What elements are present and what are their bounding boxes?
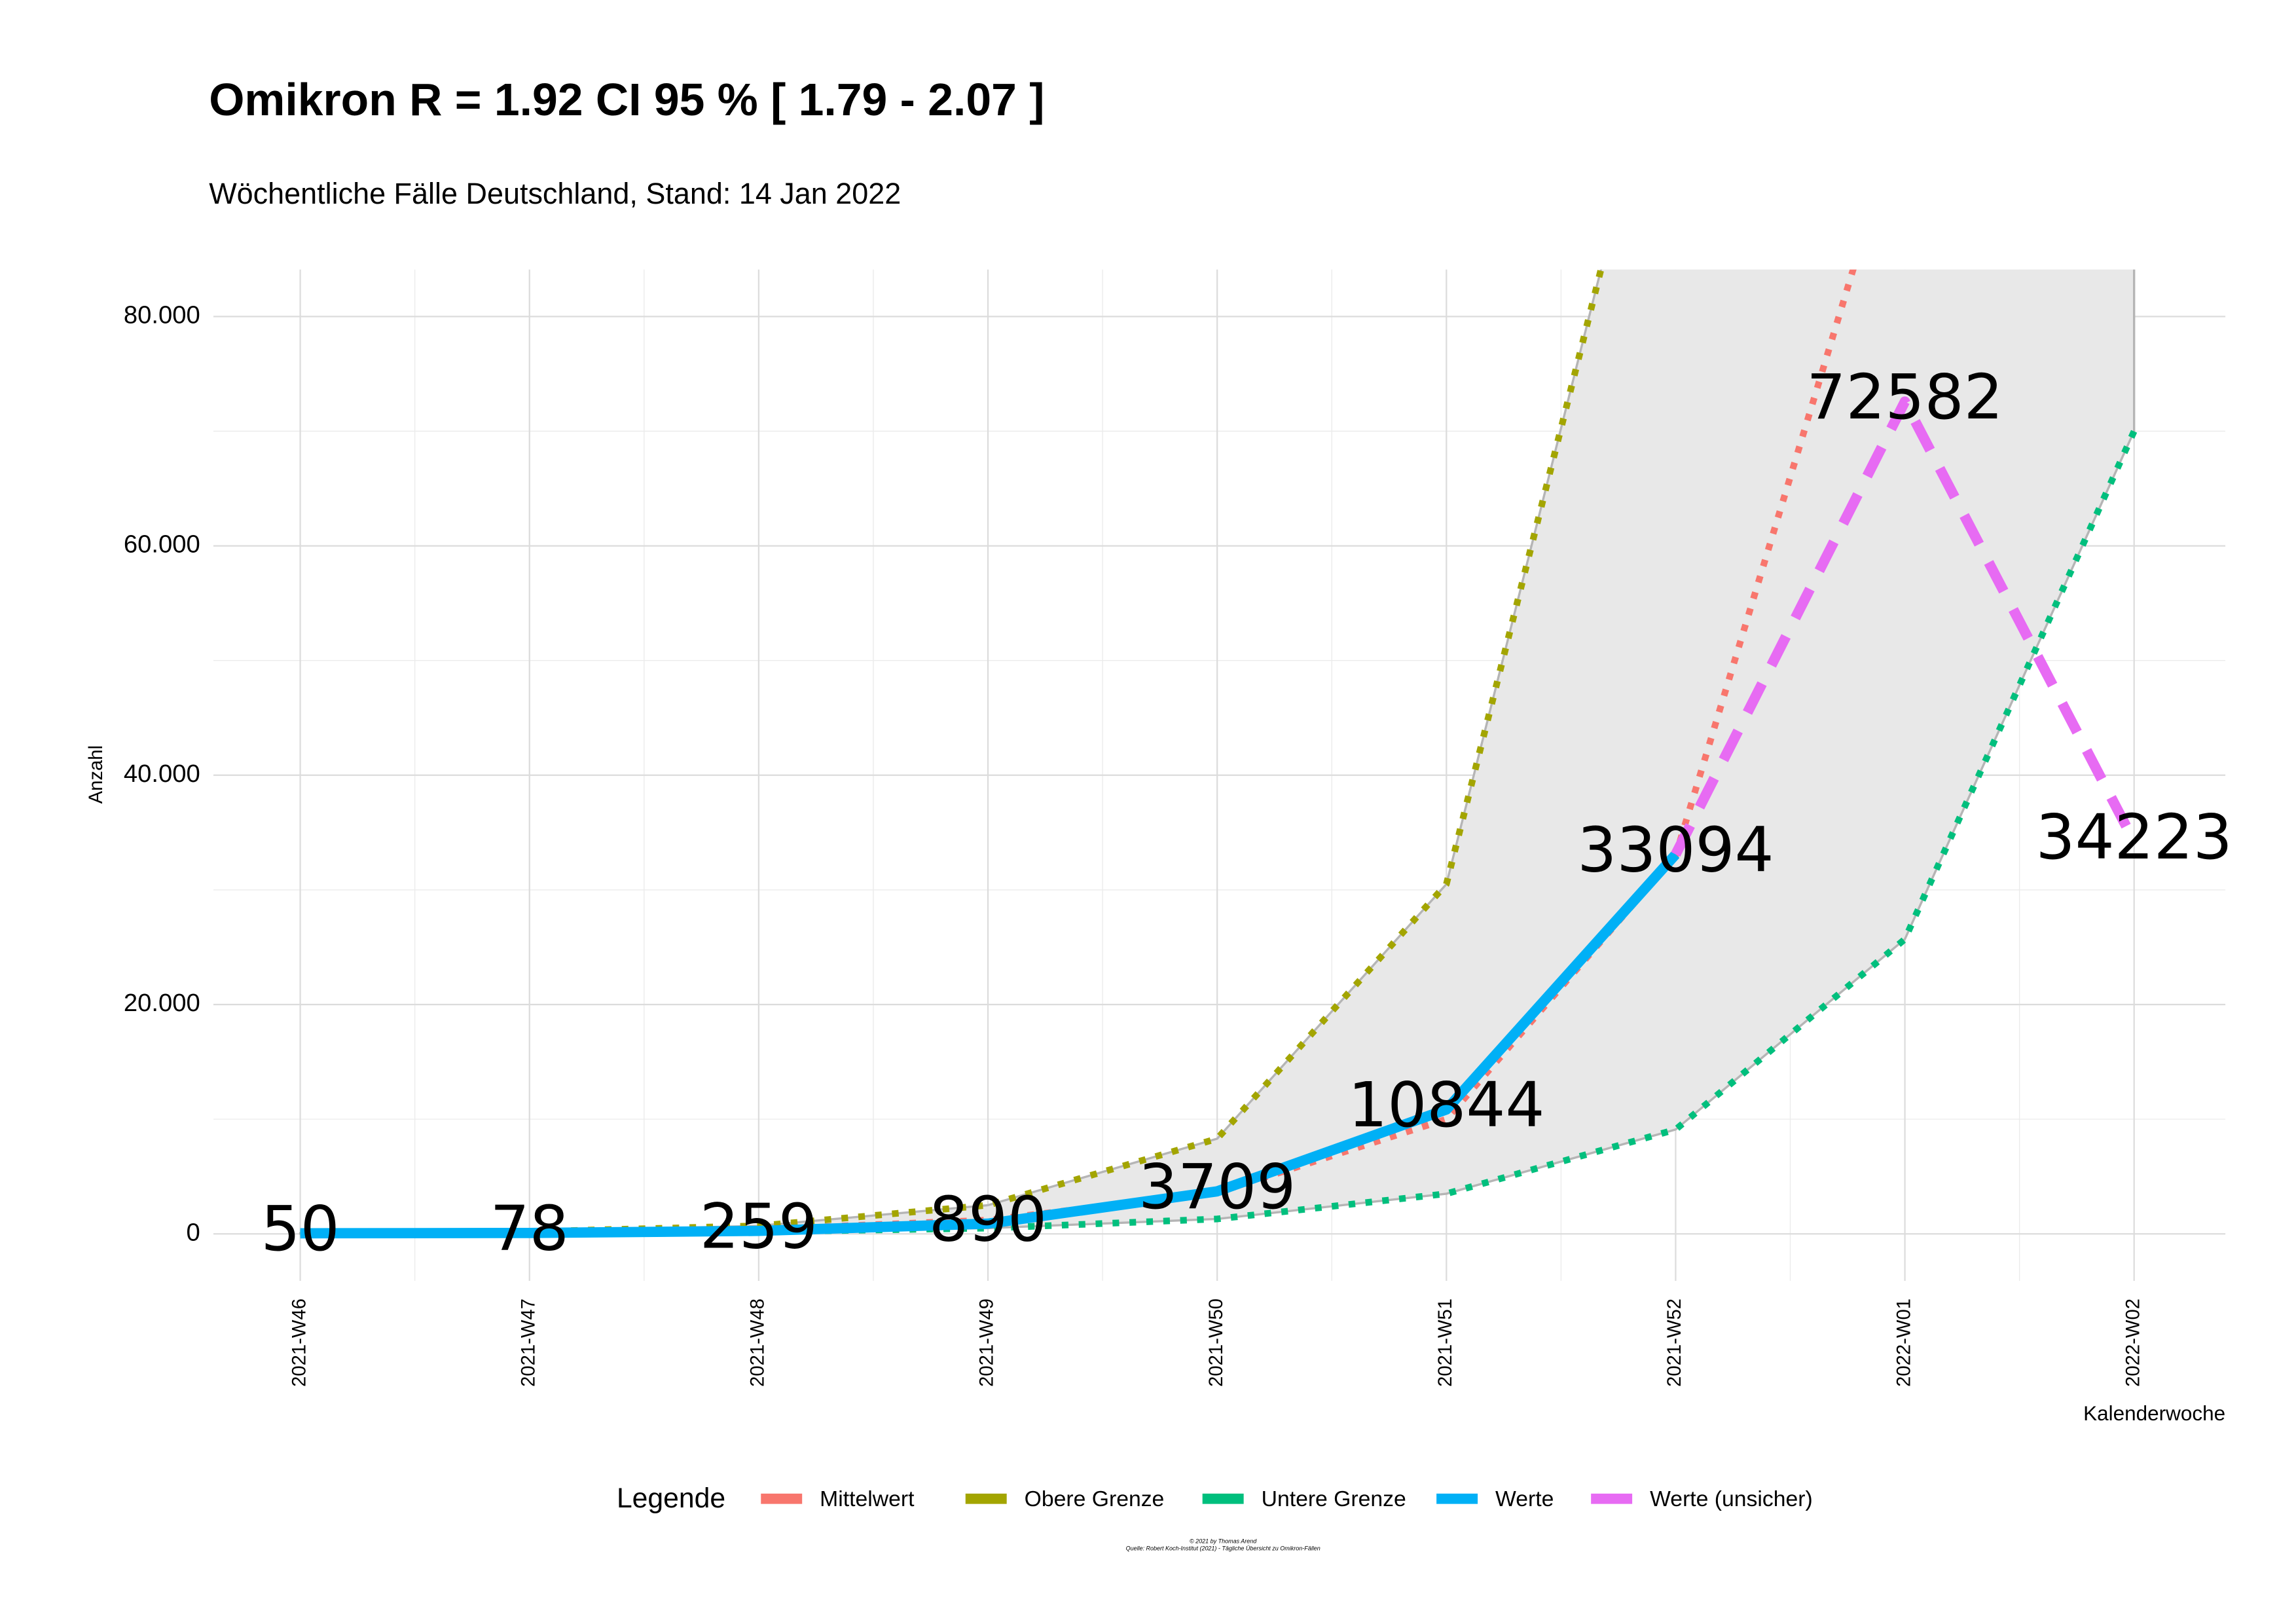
data-label: 890	[929, 1184, 1047, 1256]
x-tick-label: 2021-W46	[289, 1299, 310, 1387]
x-tick-label: 2021-W52	[1664, 1299, 1685, 1387]
legend-label: Mittelwert	[820, 1486, 915, 1511]
data-label: 259	[700, 1191, 818, 1263]
data-label: 33094	[1577, 815, 1774, 887]
data-label: 78	[490, 1193, 569, 1265]
caption: Quelle: Robert Koch-Institut (2021) - Tä…	[1126, 1545, 1321, 1552]
y-tick-label: 0	[186, 1218, 200, 1246]
plot-area	[299, 269, 2139, 1239]
x-tick-label: 2022-W02	[2123, 1299, 2143, 1387]
x-tick-label: 2021-W48	[748, 1299, 769, 1387]
y-tick-label: 40.000	[124, 760, 200, 788]
x-tick-label: 2021-W50	[1206, 1299, 1227, 1387]
x-tick-label: 2021-W47	[518, 1299, 539, 1387]
x-tick-label: 2022-W01	[1893, 1299, 1914, 1387]
series-line	[1671, 396, 2139, 857]
x-axis-label: Kalenderwoche	[2083, 1402, 2225, 1425]
y-tick-label: 60.000	[124, 530, 200, 559]
data-label: 50	[261, 1193, 340, 1265]
data-label: 34223	[2036, 802, 2232, 874]
x-tick-label: 2021-W49	[977, 1299, 998, 1387]
data-label: 3709	[1139, 1151, 1296, 1223]
legend-title: Legende	[617, 1483, 725, 1514]
caption: © 2021 by Thomas Arend	[1190, 1538, 1257, 1544]
series-line	[300, 851, 1680, 1239]
x-tick-label: 2021-W51	[1435, 1299, 1456, 1387]
y-axis-label: Anzahl	[86, 745, 107, 803]
legend-label: Werte	[1495, 1486, 1554, 1511]
y-tick-label: 20.000	[124, 989, 200, 1017]
legend-label: Untere Grenze	[1262, 1486, 1406, 1511]
legend-label: Obere Grenze	[1025, 1486, 1165, 1511]
data-label: 10844	[1348, 1069, 1544, 1141]
chart-subtitle: Wöchentliche Fälle Deutschland, Stand: 1…	[209, 177, 901, 210]
legend-label: Werte (unsicher)	[1650, 1486, 1813, 1511]
chart-title: Omikron R = 1.92 CI 95 % [ 1.79 - 2.07 ]	[209, 74, 1044, 125]
labels: 0 20.000 40.000 60.000 80.000 2021-W46 2021-W4…	[124, 301, 2232, 1511]
data-label: 72582	[1806, 361, 2003, 434]
y-tick-label: 80.000	[124, 301, 200, 329]
